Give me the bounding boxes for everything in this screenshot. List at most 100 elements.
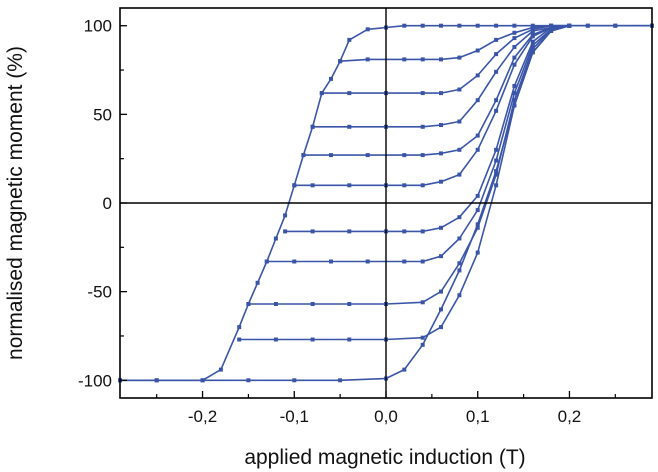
- series-1-marker: [218, 367, 223, 372]
- y-tick-label: -100: [78, 371, 112, 390]
- series-9-marker: [310, 124, 315, 129]
- series-6-marker: [494, 147, 499, 152]
- series-7-marker: [457, 172, 462, 177]
- series-5-marker: [439, 254, 443, 259]
- series-10-marker: [319, 91, 324, 96]
- series-5-marker: [402, 259, 407, 264]
- series-3-line: [239, 24, 570, 341]
- series-2-marker: [613, 23, 618, 28]
- series-2-marker: [585, 23, 590, 28]
- series-6-marker: [283, 229, 288, 234]
- series-7-marker: [512, 62, 517, 67]
- y-tick-label: 50: [93, 105, 112, 124]
- series-6-marker: [420, 229, 425, 234]
- series-5-marker: [530, 43, 535, 48]
- series-8-marker: [301, 153, 306, 158]
- series-1-marker: [347, 37, 352, 42]
- series-2-marker: [402, 367, 407, 372]
- series-7-marker: [439, 179, 443, 184]
- series-9-marker: [347, 124, 352, 129]
- series-1-marker: [402, 23, 407, 28]
- series-5-marker: [264, 259, 269, 264]
- axes-layer: [119, 7, 653, 399]
- series-7-marker: [475, 147, 480, 152]
- series-8-marker: [457, 147, 462, 152]
- series-10-marker: [457, 87, 462, 92]
- series-11-marker: [494, 37, 499, 42]
- series-2-marker: [200, 378, 205, 383]
- series-4-marker: [530, 46, 535, 51]
- series-11-marker: [439, 57, 443, 62]
- series-5-marker: [512, 91, 517, 96]
- series-11-marker: [365, 57, 370, 62]
- series-3-marker: [439, 325, 443, 330]
- series-10-marker: [494, 52, 499, 57]
- series-10-marker: [347, 91, 352, 96]
- series-1-marker: [237, 325, 242, 330]
- series-3-marker: [475, 250, 480, 255]
- series-11-marker: [457, 55, 462, 60]
- series-5-line: [266, 24, 570, 263]
- series-4-marker: [273, 302, 278, 306]
- series-11-marker: [402, 57, 407, 62]
- series-11-marker: [512, 30, 517, 35]
- series-1-marker: [283, 213, 288, 218]
- series-4-marker: [246, 302, 251, 306]
- series-2-marker: [494, 169, 499, 174]
- series-9-marker: [475, 98, 480, 103]
- series-4-marker: [310, 302, 315, 306]
- series-8-marker: [530, 32, 535, 37]
- series-5-marker: [494, 158, 499, 163]
- series-2-marker: [439, 307, 443, 312]
- series-1-line: [120, 24, 652, 382]
- series-4-line: [248, 24, 570, 305]
- series-8-marker: [475, 133, 480, 138]
- series-6-marker: [530, 39, 535, 44]
- series-8-marker: [439, 151, 443, 156]
- series-8-marker: [402, 153, 407, 158]
- x-tick-label: 0,0: [374, 407, 398, 426]
- series-2-marker: [457, 268, 462, 273]
- series-7-line: [294, 24, 570, 187]
- series-1-marker: [512, 23, 517, 28]
- series-5-marker: [365, 259, 370, 264]
- series-6-marker: [347, 229, 352, 234]
- series-1-marker: [329, 76, 333, 81]
- series-1-marker: [457, 23, 462, 28]
- series-9-marker: [512, 45, 517, 49]
- series-2-marker: [420, 342, 425, 347]
- y-axis-title: normalised magnetic moment (%): [4, 46, 27, 360]
- series-3-marker: [494, 183, 499, 188]
- series-7-marker: [310, 183, 315, 188]
- series-8-marker: [494, 98, 499, 103]
- series-8-line: [303, 24, 570, 156]
- series-7-marker: [402, 183, 407, 188]
- series-6-marker: [402, 229, 407, 234]
- series-8-marker: [420, 153, 425, 158]
- series-4-marker: [347, 302, 352, 306]
- series-8-marker: [365, 153, 370, 158]
- series-3-marker: [273, 337, 278, 342]
- x-axis-title: applied magnetic induction (T): [244, 446, 525, 469]
- series-7-marker: [420, 183, 425, 188]
- series-6-marker: [475, 193, 480, 198]
- series-2-marker: [338, 378, 343, 383]
- series-10-marker: [512, 36, 517, 41]
- series-11-marker: [549, 23, 554, 28]
- series-5-marker: [420, 259, 425, 264]
- x-tick-label: -0,1: [280, 407, 309, 426]
- series-1-marker: [475, 23, 480, 28]
- series-10-marker: [475, 73, 480, 78]
- ticks-layer: -0,2 -0,1 0,0 0,1 0,2 -100 -50 0 50 100: [78, 17, 616, 426]
- x-tick-label: -0,2: [188, 407, 217, 426]
- series-9-marker: [439, 123, 443, 127]
- series-1-marker: [439, 23, 443, 28]
- series-layer: [118, 23, 654, 383]
- series-7-marker: [347, 183, 352, 188]
- series-4-marker: [494, 172, 499, 177]
- series-7-marker: [494, 108, 499, 113]
- series-7-marker: [292, 183, 297, 188]
- series-11-marker: [338, 59, 343, 64]
- series-3-marker: [347, 337, 352, 342]
